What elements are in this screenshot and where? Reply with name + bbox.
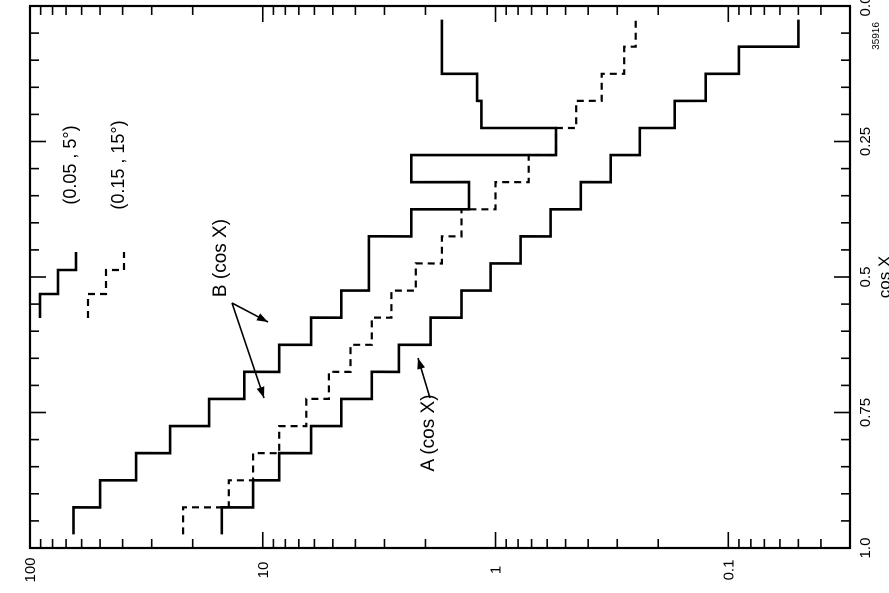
legend-symbol-dashed xyxy=(86,252,126,318)
series-line-2 xyxy=(182,19,637,535)
cosx-axis-tick-label: 0.25 xyxy=(857,127,874,156)
log-axis-tick-label: 1 xyxy=(488,566,505,574)
figure-id: 35916 xyxy=(871,22,882,50)
cosx-axis-tick-label: 0.0 xyxy=(857,0,874,16)
b-arrow-lower xyxy=(231,302,265,399)
log-axis-tick-label: 100 xyxy=(22,557,39,582)
cosx-axis-tick-label: 0.5 xyxy=(857,267,874,288)
a-annotation-label: A (cos X) xyxy=(418,394,439,471)
plot-border xyxy=(28,4,852,550)
axis-tick-labels: 100 10 1 0.1 0.0 0.25 0.5 0.75 1.0 cos X 35916 xyxy=(22,0,889,583)
b-annotation-label: B (cos X) xyxy=(210,219,231,297)
log-axis-tick-label: 10 xyxy=(255,562,272,579)
data-series xyxy=(72,19,800,535)
cosx-axis-tick-label: 0.75 xyxy=(857,398,874,427)
b-arrow-lower-head xyxy=(256,386,265,398)
legend-symbol-solid xyxy=(38,252,78,318)
legend: (0.05 , 5°) (0.15 , 15°) xyxy=(38,120,128,318)
series-line-1 xyxy=(72,19,558,535)
a-arrow-head xyxy=(417,358,425,370)
legend-label: (0.05 , 5°) xyxy=(60,125,80,204)
cosx-axis-tick-label: 1.0 xyxy=(857,538,874,559)
b-arrow-upper-head xyxy=(256,313,268,322)
log-axis-tick-label: 0.1 xyxy=(720,560,737,581)
legend-label: (0.15 , 15°) xyxy=(108,120,128,209)
axis-ticks xyxy=(29,5,851,549)
cosx-axis-title: cos X xyxy=(875,256,889,299)
annotations: B (cos X) A (cos X) xyxy=(210,219,439,472)
series-line-0 xyxy=(220,19,800,535)
plot-frame xyxy=(28,4,852,550)
